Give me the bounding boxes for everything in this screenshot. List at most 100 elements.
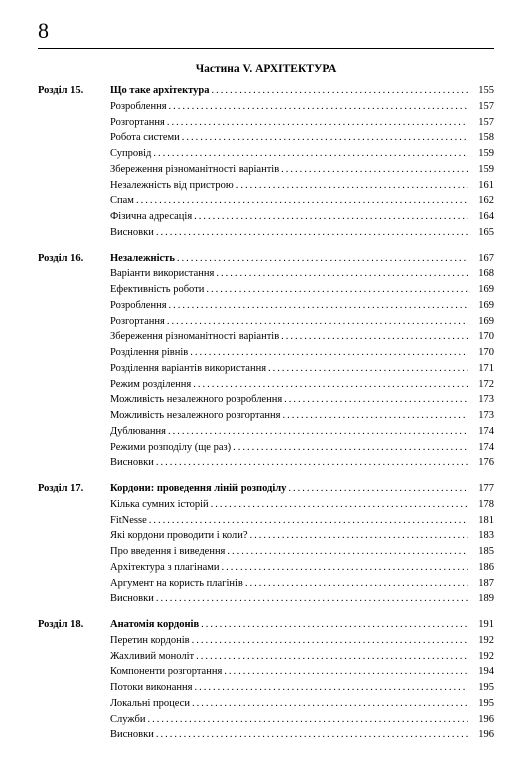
- page-ref: 170: [470, 329, 494, 345]
- part-title: Частина V. АРХІТЕКТУРА: [38, 63, 494, 75]
- section-row: Розгортання 169: [38, 314, 494, 330]
- leader-dots: [169, 298, 468, 314]
- section-title: Ефективність роботи: [110, 282, 204, 298]
- section-title: Можливість незалежного розгортання: [110, 408, 280, 424]
- page-ref: 192: [470, 633, 494, 649]
- page-ref: 169: [470, 314, 494, 330]
- leader-dots: [194, 209, 468, 225]
- leader-dots: [153, 146, 468, 162]
- section-row: Режим розділення172: [38, 377, 494, 393]
- page-ref: 159: [470, 146, 494, 162]
- leader-dots: [282, 408, 468, 424]
- section-title: Збереження різноманітності варіантів: [110, 329, 279, 345]
- section-row: Робота системи 158: [38, 130, 494, 146]
- section-title: Розроблення: [110, 99, 167, 115]
- section-title: Розроблення: [110, 298, 167, 314]
- section-title: Режими розподілу (ще раз): [110, 440, 231, 456]
- section-title: Можливість незалежного розроблення: [110, 392, 282, 408]
- section-row: Дублювання174: [38, 424, 494, 440]
- leader-dots: [156, 591, 468, 607]
- chapter-title: Анатомія кордонів: [110, 617, 199, 633]
- section-row: Потоки виконання195: [38, 680, 494, 696]
- section-title: Служби: [110, 712, 145, 728]
- chapter-block: Розділ 18.Анатомія кордонів191Перетин ко…: [38, 617, 494, 743]
- section-title: FitNesse: [110, 513, 147, 529]
- leader-dots: [192, 696, 468, 712]
- chapter-title: Незалежність: [110, 251, 175, 267]
- leader-dots: [206, 282, 468, 298]
- section-title: Локальні процеси: [110, 696, 190, 712]
- section-row: Які кордони проводити і коли?183: [38, 528, 494, 544]
- page-ref: 173: [470, 408, 494, 424]
- page-ref: 169: [470, 298, 494, 314]
- page-ref: 171: [470, 361, 494, 377]
- chapter-row: Розділ 18.Анатомія кордонів191: [38, 617, 494, 633]
- section-row: Режими розподілу (ще раз) 174: [38, 440, 494, 456]
- section-row: Розроблення 169: [38, 298, 494, 314]
- page-ref: 162: [470, 193, 494, 209]
- section-row: FitNesse181: [38, 513, 494, 529]
- section-row: Ефективність роботи 169: [38, 282, 494, 298]
- section-title: Висновки: [110, 455, 154, 471]
- section-row: Висновки196: [38, 727, 494, 743]
- page-ref: 159: [470, 162, 494, 178]
- page-ref: 183: [470, 528, 494, 544]
- page-ref: 187: [470, 576, 494, 592]
- leader-dots: [167, 314, 468, 330]
- section-row: Спам162: [38, 193, 494, 209]
- section-row: Збереження різноманітності варіантів 159: [38, 162, 494, 178]
- page-ref: 176: [470, 455, 494, 471]
- page-ref: 172: [470, 377, 494, 393]
- section-row: Перетин кордонів192: [38, 633, 494, 649]
- toc-container: Розділ 15.Що таке архітектура155Розробле…: [38, 83, 494, 743]
- section-title: Розгортання: [110, 314, 165, 330]
- section-row: Висновки189: [38, 591, 494, 607]
- page-ref: 157: [470, 99, 494, 115]
- leader-dots: [216, 266, 468, 282]
- section-row: Архітектура з плагінами186: [38, 560, 494, 576]
- leader-dots: [284, 392, 468, 408]
- section-row: Незалежність від пристрою161: [38, 178, 494, 194]
- section-title: Потоки виконання: [110, 680, 192, 696]
- section-row: Супровід159: [38, 146, 494, 162]
- section-row: Жахливий моноліт192: [38, 649, 494, 665]
- section-row: Розділення рівнів170: [38, 345, 494, 361]
- page-ref: 164: [470, 209, 494, 225]
- page-ref: 174: [470, 440, 494, 456]
- page-ref: 189: [470, 591, 494, 607]
- leader-dots: [201, 617, 468, 633]
- page-ref: 196: [470, 712, 494, 728]
- leader-dots: [193, 377, 468, 393]
- leader-dots: [169, 99, 468, 115]
- section-title: Незалежність від пристрою: [110, 178, 234, 194]
- chapter-row: Розділ 16.Незалежність 167: [38, 251, 494, 267]
- chapter-label: Розділ 16.: [38, 251, 110, 267]
- page-ref: 178: [470, 497, 494, 513]
- leader-dots: [233, 440, 468, 456]
- section-title: Збереження різноманітності варіантів: [110, 162, 279, 178]
- leader-dots: [227, 544, 468, 560]
- section-title: Про введення і виведення: [110, 544, 225, 560]
- page-ref: 169: [470, 282, 494, 298]
- page-ref: 195: [470, 696, 494, 712]
- leader-dots: [156, 225, 468, 241]
- section-row: Служби 196: [38, 712, 494, 728]
- section-row: Компоненти розгортання194: [38, 664, 494, 680]
- chapter-label: Розділ 15.: [38, 83, 110, 99]
- leader-dots: [177, 251, 468, 267]
- leader-dots: [167, 115, 468, 131]
- leader-dots: [147, 712, 468, 728]
- section-title: Жахливий моноліт: [110, 649, 194, 665]
- page-ref: 165: [470, 225, 494, 241]
- leader-dots: [149, 513, 468, 529]
- section-row: Локальні процеси 195: [38, 696, 494, 712]
- page-ref: 194: [470, 664, 494, 680]
- leader-dots: [156, 455, 468, 471]
- section-title: Робота системи: [110, 130, 180, 146]
- page-ref: 167: [470, 251, 494, 267]
- section-row: Можливість незалежного розроблення173: [38, 392, 494, 408]
- chapter-block: Розділ 17.Кордони: проведення ліній розп…: [38, 481, 494, 607]
- leader-dots: [211, 497, 468, 513]
- page-ref: 158: [470, 130, 494, 146]
- leader-dots: [250, 528, 468, 544]
